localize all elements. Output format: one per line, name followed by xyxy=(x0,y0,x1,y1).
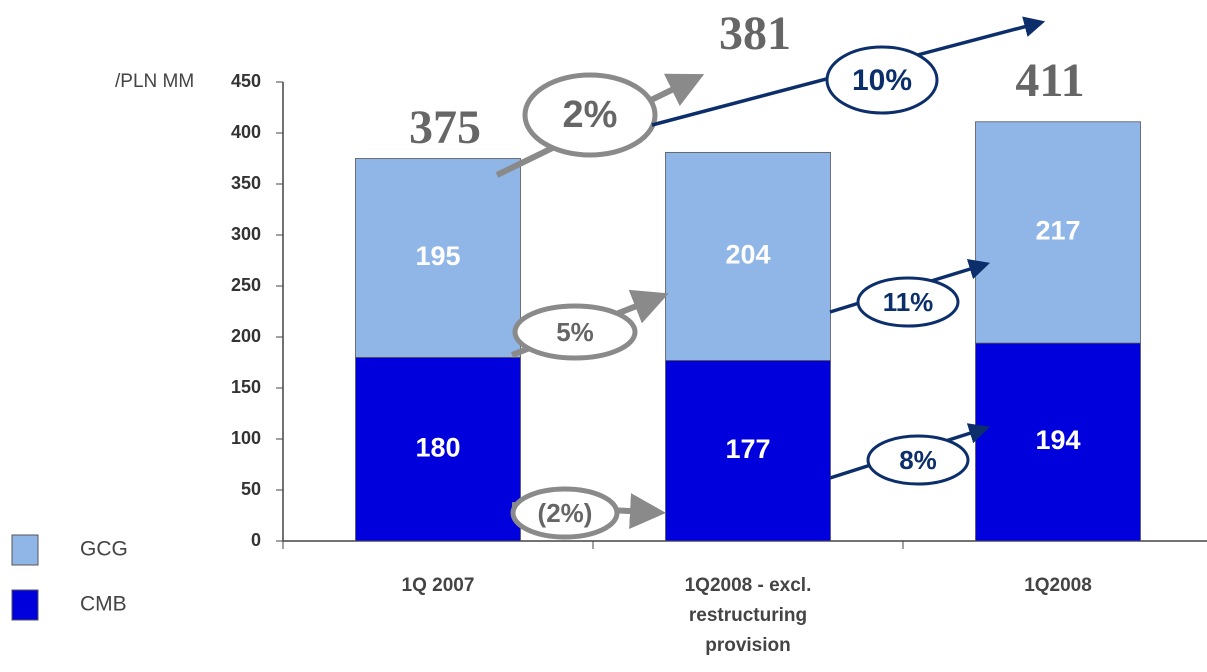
y-tick-label: 300 xyxy=(231,224,261,244)
data-label: 194 xyxy=(1035,425,1080,455)
growth-ellipse xyxy=(825,45,939,115)
growth-ellipse xyxy=(512,303,638,361)
y-tick-label: 250 xyxy=(231,275,261,295)
growth-ellipse xyxy=(866,434,970,486)
y-tick-label: 0 xyxy=(251,530,261,550)
growth-label: 11% xyxy=(883,287,934,317)
data-label: 195 xyxy=(415,241,460,271)
bar-segment xyxy=(355,158,521,358)
growth-ellipse xyxy=(856,276,960,328)
growth-label: 8% xyxy=(899,445,937,475)
growth-label: 10% xyxy=(852,64,912,97)
data-label: 217 xyxy=(1035,216,1080,246)
y-axis-label: /PLN MM xyxy=(115,71,194,92)
y-tick-label: 200 xyxy=(231,326,261,346)
legend-label: GCG xyxy=(80,538,128,561)
data-label: 180 xyxy=(415,432,460,462)
bar-segment xyxy=(355,356,521,542)
bar-segment xyxy=(975,342,1141,542)
y-tick-label: 50 xyxy=(241,479,261,499)
total-label: 375 xyxy=(409,101,481,154)
total-label: 381 xyxy=(719,7,791,60)
x-tick-label: 1Q 2007 xyxy=(401,575,475,596)
y-tick-label: 350 xyxy=(231,173,261,193)
bar-segment xyxy=(975,121,1141,344)
growth-ellipse xyxy=(522,72,658,158)
growth-label: (2%) xyxy=(538,498,593,528)
total-label: 411 xyxy=(1015,54,1084,107)
legend-label: CMB xyxy=(80,593,127,616)
legend-swatch xyxy=(11,534,39,566)
x-tick-label: 1Q2008 - excl. restructuring provision xyxy=(684,575,812,656)
legend-swatch xyxy=(11,589,39,621)
y-tick-label: 150 xyxy=(231,377,261,397)
growth-ellipse xyxy=(510,486,620,540)
growth-label: 2% xyxy=(563,94,618,136)
data-label: 204 xyxy=(725,240,770,270)
data-label: 177 xyxy=(725,434,770,464)
y-tick-label: 100 xyxy=(231,428,261,448)
x-tick-label: 1Q2008 xyxy=(1024,575,1092,596)
y-tick-label: 400 xyxy=(231,122,261,142)
bar-segment xyxy=(665,151,831,361)
growth-label: 5% xyxy=(556,317,594,347)
y-tick-label: 450 xyxy=(231,71,261,91)
